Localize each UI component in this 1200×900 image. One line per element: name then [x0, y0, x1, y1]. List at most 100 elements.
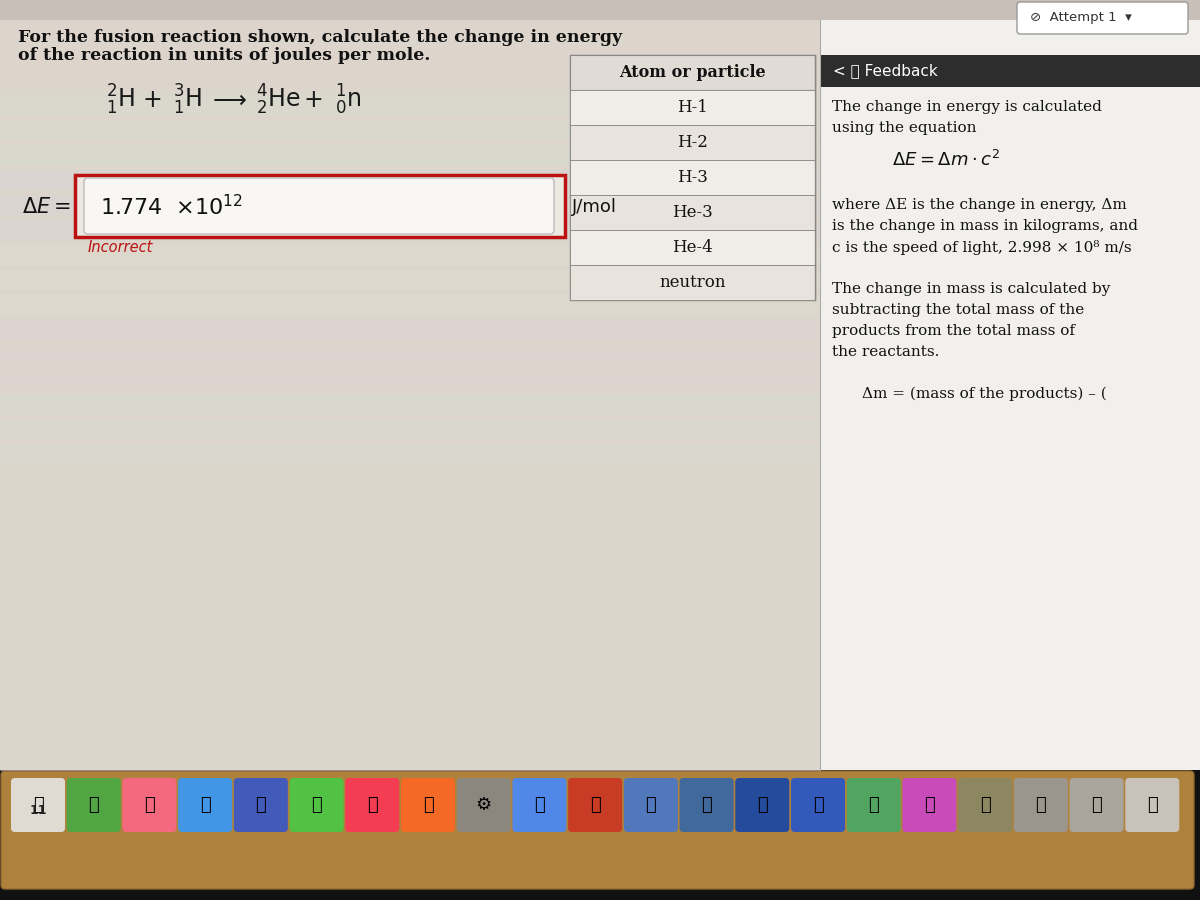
Text: The change in mass is calculated by: The change in mass is calculated by	[832, 282, 1110, 296]
Text: subtracting the total mass of the: subtracting the total mass of the	[832, 303, 1085, 317]
Text: $\Delta E = \Delta m \cdot c^2$: $\Delta E = \Delta m \cdot c^2$	[892, 150, 1000, 170]
Text: 💬: 💬	[199, 796, 210, 814]
Text: $+$: $+$	[304, 88, 323, 112]
Bar	[0, 420, 820, 440]
Bar	[0, 445, 820, 465]
Text: ⏹: ⏹	[589, 796, 600, 814]
Text: $\longrightarrow$: $\longrightarrow$	[209, 88, 247, 112]
Bar	[0, 95, 820, 115]
Bar	[570, 90, 815, 125]
Bar	[570, 160, 815, 195]
FancyBboxPatch shape	[568, 778, 622, 832]
FancyBboxPatch shape	[67, 778, 121, 832]
Bar	[0, 170, 820, 190]
FancyBboxPatch shape	[679, 778, 733, 832]
Bar	[570, 125, 815, 160]
Text: 📖: 📖	[422, 796, 433, 814]
FancyBboxPatch shape	[1014, 778, 1068, 832]
FancyBboxPatch shape	[1, 771, 1194, 889]
Text: of the reaction in units of joules per mole.: of the reaction in units of joules per m…	[18, 48, 431, 65]
Text: $\Delta E =$: $\Delta E =$	[22, 197, 71, 217]
Bar	[0, 295, 820, 315]
Text: < 💬 Feedback: < 💬 Feedback	[833, 64, 937, 78]
Text: H-3: H-3	[677, 169, 708, 186]
Bar	[570, 55, 815, 90]
Text: 📷: 📷	[144, 796, 155, 814]
FancyBboxPatch shape	[847, 778, 901, 832]
FancyBboxPatch shape	[791, 778, 845, 832]
Text: Incorrect: Incorrect	[88, 240, 154, 256]
Bar	[570, 55, 815, 300]
Text: 1.774  ×10$^{12}$: 1.774 ×10$^{12}$	[100, 194, 244, 220]
FancyBboxPatch shape	[1018, 2, 1188, 34]
Text: H-2: H-2	[677, 134, 708, 151]
Bar	[0, 70, 820, 90]
Text: 11: 11	[29, 804, 47, 817]
Text: 💬: 💬	[924, 796, 935, 814]
Text: J/mol: J/mol	[572, 198, 617, 216]
Text: 🧭: 🧭	[979, 796, 990, 814]
Bar	[820, 20, 1200, 770]
Text: For the fusion reaction shown, calculate the change in energy: For the fusion reaction shown, calculate…	[18, 30, 622, 47]
FancyBboxPatch shape	[122, 778, 176, 832]
Text: 📹: 📹	[812, 796, 823, 814]
FancyBboxPatch shape	[178, 778, 232, 832]
Bar	[0, 345, 820, 365]
FancyBboxPatch shape	[74, 175, 565, 237]
Text: 🎶: 🎶	[367, 796, 378, 814]
Text: 🎵: 🎵	[89, 796, 100, 814]
FancyBboxPatch shape	[624, 778, 678, 832]
Bar	[0, 120, 820, 140]
FancyBboxPatch shape	[289, 778, 343, 832]
Text: $^2_1\mathrm{H}$: $^2_1\mathrm{H}$	[106, 83, 134, 117]
FancyBboxPatch shape	[902, 778, 956, 832]
FancyBboxPatch shape	[84, 178, 554, 234]
Text: 📅: 📅	[32, 796, 43, 814]
Bar	[0, 20, 820, 770]
Text: 📞: 📞	[311, 796, 322, 814]
FancyBboxPatch shape	[1069, 778, 1123, 832]
FancyBboxPatch shape	[346, 778, 400, 832]
Text: $^4_2\mathrm{He}$: $^4_2\mathrm{He}$	[256, 83, 300, 117]
Bar	[0, 245, 820, 265]
Text: $^3_1\mathrm{H}$: $^3_1\mathrm{H}$	[173, 83, 202, 117]
FancyBboxPatch shape	[958, 778, 1012, 832]
Bar	[0, 395, 820, 415]
Text: c is the speed of light, 2.998 × 10⁸ m/s: c is the speed of light, 2.998 × 10⁸ m/s	[832, 240, 1132, 255]
Text: He-3: He-3	[672, 204, 713, 221]
FancyBboxPatch shape	[1126, 778, 1180, 832]
Text: 💹: 💹	[869, 796, 880, 814]
Text: where ΔE is the change in energy, Δm: where ΔE is the change in energy, Δm	[832, 198, 1127, 212]
Bar	[0, 770, 1200, 900]
Bar	[0, 220, 820, 240]
Text: neutron: neutron	[659, 274, 726, 291]
Bar	[0, 320, 820, 340]
Text: $+$: $+$	[143, 88, 162, 112]
Bar	[0, 195, 820, 215]
Text: He-4: He-4	[672, 239, 713, 256]
Text: 📋: 📋	[1036, 796, 1046, 814]
Text: Δm = (mass of the products) – (: Δm = (mass of the products) – (	[862, 387, 1106, 401]
Bar	[570, 195, 815, 230]
FancyBboxPatch shape	[401, 778, 455, 832]
Text: using the equation: using the equation	[832, 121, 977, 135]
Text: 📁: 📁	[646, 796, 656, 814]
Text: the reactants.: the reactants.	[832, 345, 940, 359]
Bar	[0, 270, 820, 290]
FancyBboxPatch shape	[736, 778, 790, 832]
Bar	[820, 55, 1200, 87]
Text: 📄: 📄	[1091, 796, 1102, 814]
Bar	[570, 230, 815, 265]
FancyBboxPatch shape	[512, 778, 566, 832]
FancyBboxPatch shape	[11, 778, 65, 832]
Bar	[0, 20, 820, 40]
Text: 🗑: 🗑	[1147, 796, 1158, 814]
Text: $^1_0\mathrm{n}$: $^1_0\mathrm{n}$	[335, 83, 361, 117]
Bar	[0, 45, 820, 65]
Bar	[570, 265, 815, 300]
FancyBboxPatch shape	[457, 778, 511, 832]
Text: The change in energy is calculated: The change in energy is calculated	[832, 100, 1102, 114]
Text: is the change in mass in kilograms, and: is the change in mass in kilograms, and	[832, 219, 1138, 233]
Text: ⊘  Attempt 1  ▾: ⊘ Attempt 1 ▾	[1030, 12, 1132, 24]
FancyBboxPatch shape	[234, 778, 288, 832]
